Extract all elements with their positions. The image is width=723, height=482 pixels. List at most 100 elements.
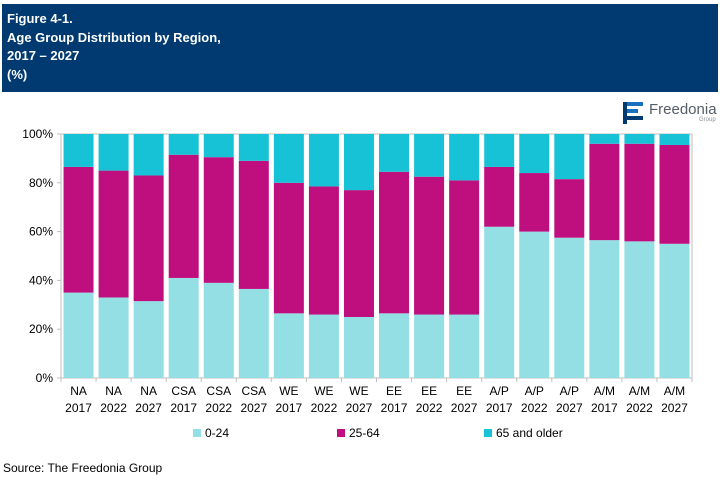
bar-segment [414, 176, 445, 315]
bar-segment [554, 179, 585, 238]
bar-segment [273, 313, 304, 378]
x-tick-label-year: 2027 [240, 401, 267, 415]
x-tick-label-region: EE [386, 384, 402, 398]
logo-name: Freedonia [649, 101, 717, 118]
x-tick-label-region: WE [314, 384, 333, 398]
bar-segment [273, 182, 304, 314]
y-tick-label: 60% [29, 225, 53, 239]
bar-segment [659, 134, 690, 145]
x-tick-label-year: 2022 [100, 401, 127, 415]
bar-segment [484, 134, 515, 167]
x-tick-label-region: CSA [171, 384, 196, 398]
bar-segment [168, 154, 199, 278]
x-tick-label-year: 2027 [661, 401, 688, 415]
bar-segment [519, 134, 550, 174]
bar-segment [168, 277, 199, 378]
x-tick-label-region: CSA [241, 384, 266, 398]
bar-segment [554, 134, 585, 180]
bar-segment [133, 134, 164, 176]
bar-segment [168, 134, 199, 155]
x-tick-label-year: 2022 [521, 401, 548, 415]
bar-segment [133, 301, 164, 378]
bar-segment [449, 134, 480, 181]
bar-segment [133, 175, 164, 302]
bar-segment [238, 160, 269, 289]
bar-segment [238, 134, 269, 161]
x-tick-label-region: NA [105, 384, 122, 398]
bar-segment [624, 134, 655, 144]
bar-segment [484, 226, 515, 378]
bar-segment [484, 166, 515, 227]
freedonia-logo: Freedonia Group [622, 101, 722, 125]
bar-segment [624, 241, 655, 378]
bar-segment [449, 180, 480, 315]
x-tick-label-year: 2017 [591, 401, 618, 415]
bar-segment [379, 313, 410, 378]
x-tick-label-year: 2022 [205, 401, 232, 415]
x-tick-label-year: 2027 [556, 401, 583, 415]
x-tick-label-year: 2027 [346, 401, 373, 415]
x-tick-label-region: A/P [490, 384, 509, 398]
x-tick-label-region: EE [456, 384, 472, 398]
legend-swatch-0-24 [193, 429, 201, 437]
bar-segment [63, 134, 94, 167]
x-tick-label-year: 2027 [451, 401, 478, 415]
bar-segment [343, 134, 374, 191]
y-tick-label: 20% [29, 322, 53, 336]
bar-segment [63, 166, 94, 293]
x-tick-label-year: 2017 [486, 401, 513, 415]
bar-segment [589, 240, 620, 378]
figure-header: Figure 4-1. Age Group Distribution by Re… [2, 4, 718, 92]
bar-segment [414, 134, 445, 177]
bar-segment [273, 134, 304, 183]
bar-segment [659, 144, 690, 244]
x-tick-label-year: 2017 [381, 401, 408, 415]
freedonia-logo-icon [623, 102, 643, 124]
x-tick-label-region: WE [349, 384, 368, 398]
y-tick-label: 0% [36, 371, 54, 385]
x-tick-label-region: A/M [629, 384, 650, 398]
bar-segment [589, 134, 620, 144]
legend-swatch-25-64 [337, 429, 345, 437]
y-tick-label: 80% [29, 176, 53, 190]
x-tick-label-year: 2017 [170, 401, 197, 415]
bar-segment [379, 171, 410, 314]
source-note: Source: The Freedonia Group [3, 461, 163, 475]
y-tick-label: 40% [29, 273, 53, 287]
x-tick-label-region: NA [70, 384, 87, 398]
bar-segment [308, 186, 339, 315]
bar-segment [519, 231, 550, 378]
x-tick-label-year: 2017 [65, 401, 92, 415]
x-tick-label-year: 2017 [276, 401, 303, 415]
bar-segment [203, 134, 234, 158]
figure-number: Figure 4-1. [7, 11, 73, 26]
bar-segment [238, 288, 269, 378]
bar-segment [554, 237, 585, 378]
legend-label-65-and-older: 65 and older [496, 426, 563, 440]
bar-segment [343, 317, 374, 378]
bar-segment [519, 173, 550, 232]
figure-unit: (%) [7, 66, 28, 82]
bar-segment [449, 314, 480, 378]
x-tick-label-region: A/P [525, 384, 544, 398]
bar-segment [659, 243, 690, 378]
x-tick-label-region: A/P [560, 384, 579, 398]
figure-years: 2017 – 2027 [7, 48, 80, 63]
legend-swatch-65-and-older [484, 429, 492, 437]
x-tick-label-year: 2027 [135, 401, 162, 415]
logo-sub: Group [699, 117, 716, 123]
bar-segment [589, 143, 620, 241]
bar-segment [343, 190, 374, 317]
x-tick-label-region: EE [421, 384, 437, 398]
legend-item-0-24: 0-24 [193, 426, 229, 440]
bar-segment [98, 170, 129, 298]
bar-segment [98, 134, 129, 171]
bar-segment [624, 143, 655, 242]
x-tick-label-region: CSA [206, 384, 231, 398]
figure-title: Age Group Distribution by Region, [7, 29, 221, 45]
legend-label-25-64: 25-64 [349, 426, 380, 440]
x-tick-label-year: 2022 [311, 401, 338, 415]
legend-item-65-and-older: 65 and older [484, 426, 563, 440]
x-tick-label-year: 2022 [416, 401, 443, 415]
